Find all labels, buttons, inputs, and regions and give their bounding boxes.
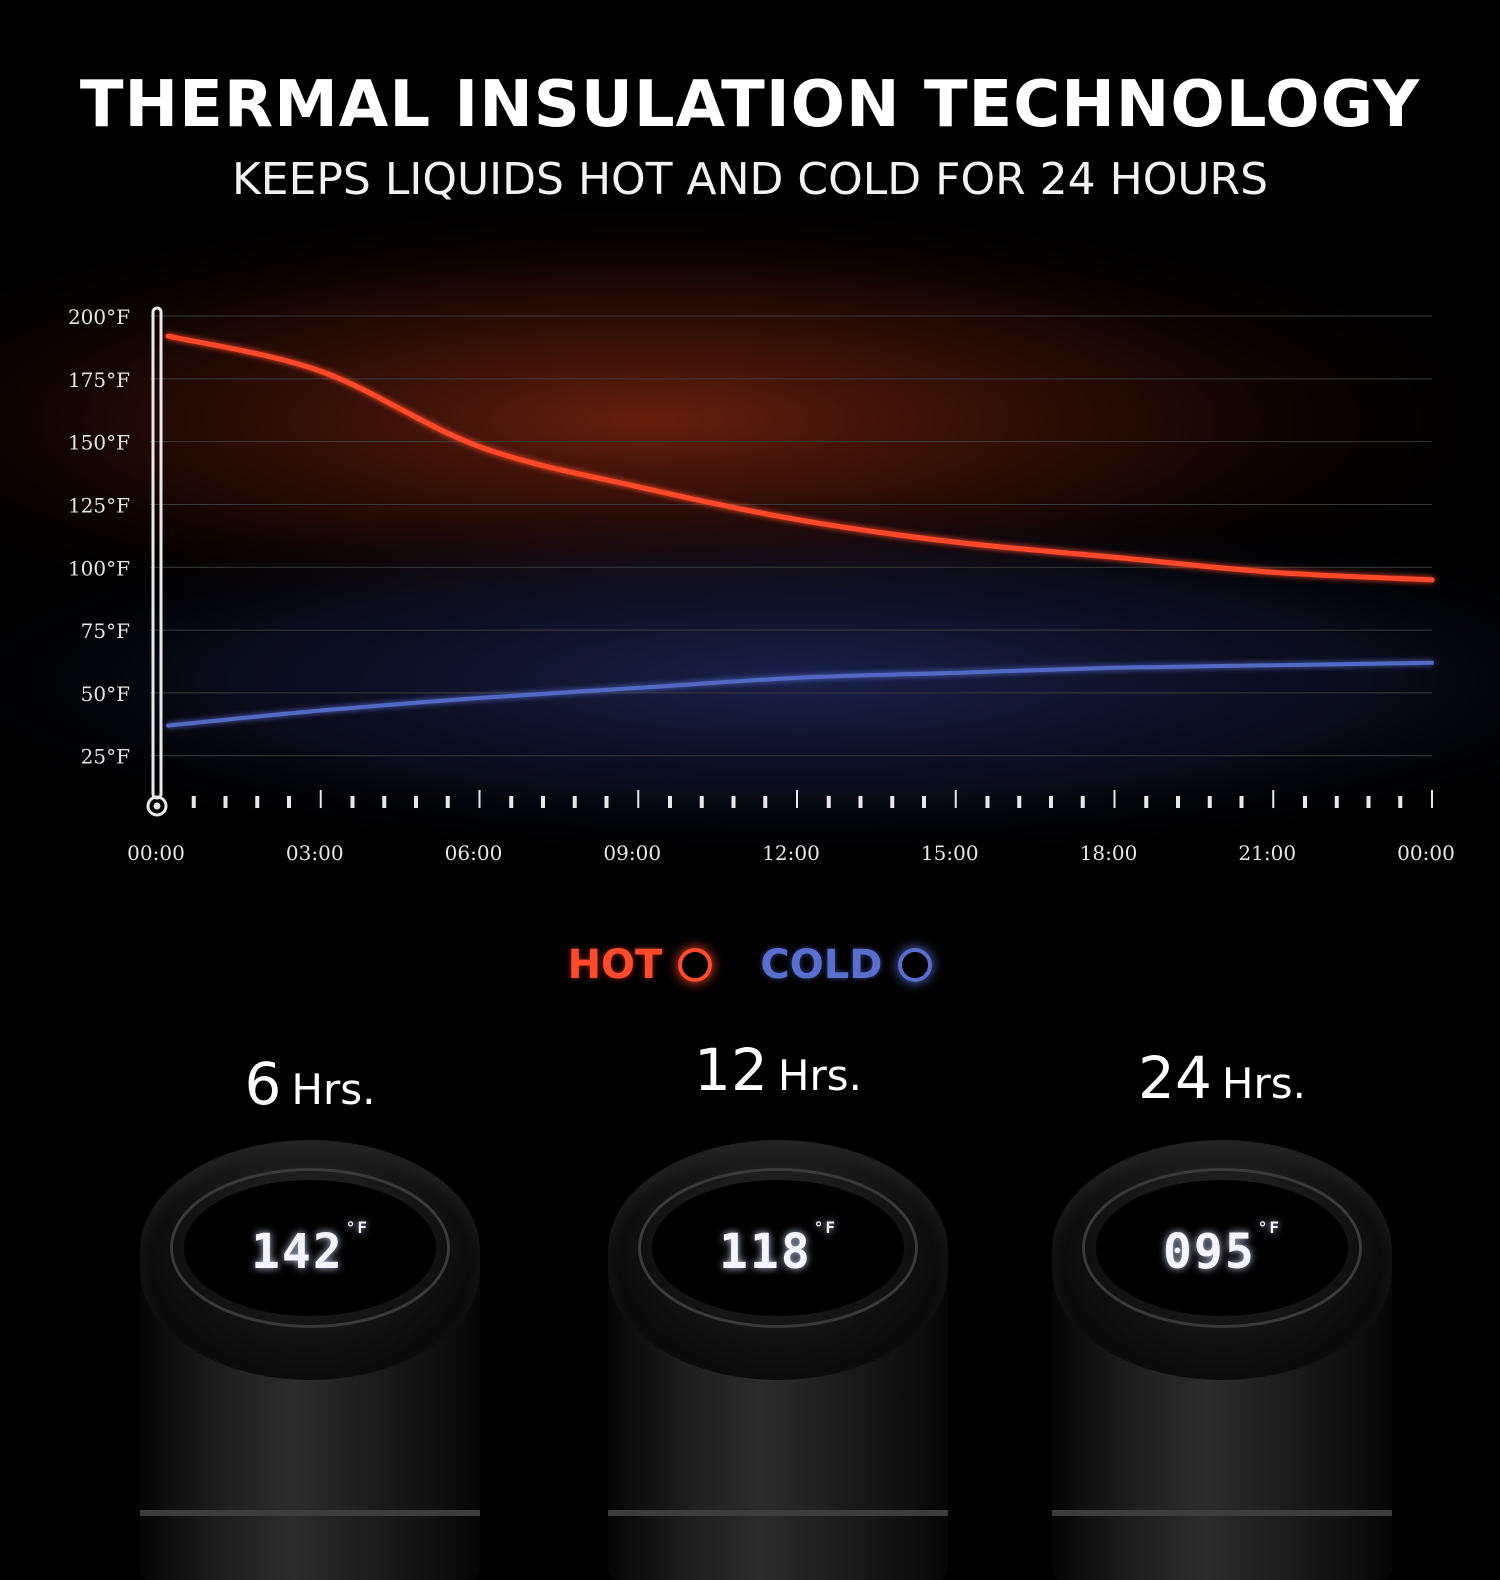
hours-unit: Hrs. — [291, 1065, 376, 1114]
y-tick-label: 150°F — [68, 431, 130, 455]
x-tick-label: 00:00 — [1397, 841, 1455, 865]
x-tick-label: 15:00 — [921, 841, 979, 865]
bottle-image: 118 °F — [608, 1140, 948, 1580]
led-reading: 142 — [251, 1224, 344, 1280]
led-unit: °F — [813, 1218, 837, 1237]
x-tick-label: 21:00 — [1238, 841, 1296, 865]
legend-hot: HOT — [568, 942, 713, 988]
y-tick-label: 100°F — [68, 556, 130, 580]
bottle-cap: 142 °F — [140, 1140, 480, 1380]
legend-hot-label: HOT — [567, 942, 663, 988]
y-tick-label: 125°F — [68, 493, 130, 517]
legend-cold: COLD — [760, 942, 933, 988]
cap-ring — [638, 1168, 918, 1328]
series-line-hot — [165, 333, 1435, 583]
bottle-card-6h: 6 Hrs. 142 °F — [140, 1030, 480, 1580]
bottle-band — [1052, 1510, 1392, 1516]
led-display: 118 °F — [652, 1218, 904, 1280]
page-title: THERMAL INSULATION TECHNOLOGY — [79, 68, 1421, 142]
led-display: 095 °F — [1096, 1218, 1348, 1280]
led-display: 142 °F — [184, 1218, 436, 1280]
led-unit: °F — [1257, 1218, 1281, 1237]
y-tick-label: 200°F — [68, 305, 130, 329]
led-reading: 118 — [719, 1224, 812, 1280]
hours-value: 12 — [694, 1036, 768, 1104]
hours-label: 12 Hrs. — [608, 1036, 948, 1104]
x-tick-label: 12:00 — [762, 841, 820, 865]
led-unit: °F — [345, 1218, 369, 1237]
bottle-band — [140, 1510, 480, 1516]
bottle-card-24h: 24 Hrs. 095 °F — [1052, 1030, 1392, 1580]
thermometer-bulb — [146, 795, 168, 817]
legend-cold-label: COLD — [760, 942, 883, 988]
bottle-cards: 6 Hrs. 142 °F 12 Hrs. 118 °F — [0, 1030, 1500, 1580]
led-screen: 095 °F — [1096, 1180, 1348, 1316]
legend-hot-dot — [678, 948, 713, 982]
hours-unit: Hrs. — [777, 1051, 862, 1100]
thermometer-bulb-core — [153, 802, 161, 810]
bottle-cap: 118 °F — [608, 1140, 948, 1380]
led-reading: 095 — [1163, 1224, 1256, 1280]
legend-cold-dot — [898, 948, 933, 982]
y-tick-label: 50°F — [81, 682, 130, 706]
hours-label: 6 Hrs. — [140, 1050, 480, 1118]
y-tick-label: 25°F — [81, 745, 130, 769]
y-tick-label: 175°F — [68, 368, 130, 392]
series-line-cold — [166, 660, 1434, 728]
chart-legend: HOT COLD — [0, 940, 1500, 990]
bottle-cap: 095 °F — [1052, 1140, 1392, 1380]
x-tick-label: 18:00 — [1080, 841, 1138, 865]
bottle-image: 142 °F — [140, 1140, 480, 1580]
cap-ring — [170, 1168, 450, 1328]
led-screen: 118 °F — [652, 1180, 904, 1316]
hours-value: 24 — [1138, 1044, 1212, 1112]
bottle-image: 095 °F — [1052, 1140, 1392, 1580]
bottle-band — [608, 1510, 948, 1516]
x-tick-label: 06:00 — [445, 841, 503, 865]
x-tick-label: 03:00 — [286, 841, 344, 865]
x-tick-label: 09:00 — [603, 841, 661, 865]
temperature-chart: 200°F 175°F 150°F 125°F 100°F 75°F 50°F 25°F 00… — [0, 190, 1500, 870]
hours-label: 24 Hrs. — [1052, 1044, 1392, 1112]
hours-unit: Hrs. — [1221, 1059, 1306, 1108]
hours-value: 6 — [244, 1050, 282, 1118]
led-screen: 142 °F — [184, 1180, 436, 1316]
bottle-card-12h: 12 Hrs. 118 °F — [608, 1030, 948, 1580]
y-tick-label: 75°F — [81, 619, 130, 643]
cap-ring — [1082, 1168, 1362, 1328]
x-tick-label: 00:00 — [127, 841, 185, 865]
